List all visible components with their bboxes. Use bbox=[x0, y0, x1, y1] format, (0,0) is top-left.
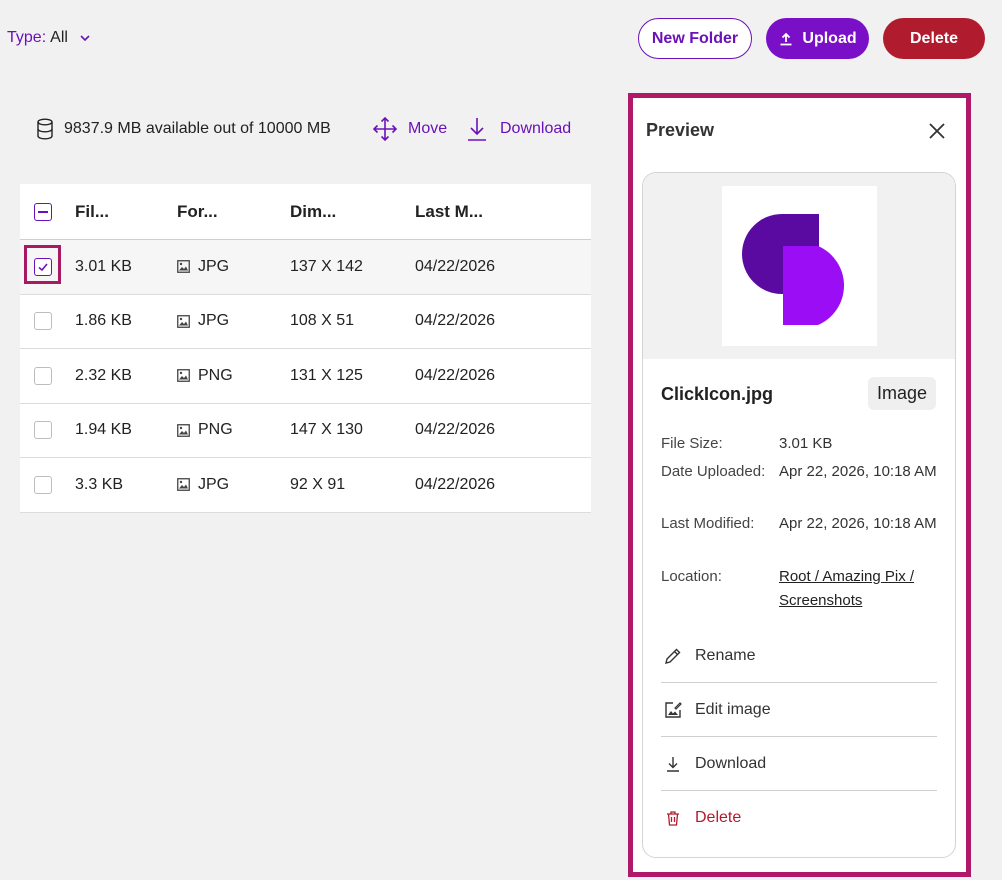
cell-format: JPG bbox=[177, 476, 229, 494]
table-row[interactable]: 1.94 KB PNG 147 X 130 04/22/2026 bbox=[20, 404, 591, 458]
table-header: Fil... For... Dim... Last M... bbox=[20, 184, 591, 240]
storage-text: 9837.9 MB available out of 10000 MB bbox=[64, 120, 331, 137]
upload-label: Upload bbox=[802, 29, 857, 47]
image-icon bbox=[177, 369, 190, 383]
check-icon bbox=[38, 263, 48, 271]
rename-label: Rename bbox=[695, 646, 756, 664]
location-label: Location: bbox=[661, 568, 722, 585]
preview-title: Preview bbox=[646, 120, 715, 140]
format-text: JPG bbox=[198, 475, 230, 493]
click-icon-image bbox=[742, 214, 845, 325]
image-icon bbox=[177, 478, 190, 492]
download-icon bbox=[468, 118, 486, 141]
format-text: PNG bbox=[198, 421, 233, 439]
cell-dimensions: 147 X 130 bbox=[290, 421, 363, 439]
move-action[interactable]: Move bbox=[372, 116, 447, 142]
move-label: Move bbox=[408, 120, 448, 137]
upload-button[interactable]: Upload bbox=[766, 18, 869, 59]
delete-label: Delete bbox=[909, 29, 959, 47]
cell-dimensions: 92 X 91 bbox=[290, 475, 346, 493]
pencil-icon bbox=[665, 648, 681, 664]
header-file-size[interactable]: Fil... bbox=[75, 201, 109, 221]
delete-button[interactable]: Delete bbox=[883, 18, 985, 59]
delete-menu-action[interactable]: Delete bbox=[661, 791, 937, 845]
cell-modified: 04/22/2026 bbox=[415, 475, 496, 493]
table-row[interactable]: 1.86 KB JPG 108 X 51 04/22/2026 bbox=[20, 295, 591, 349]
cell-format: PNG bbox=[177, 367, 233, 385]
cell-dimensions: 108 X 51 bbox=[290, 312, 355, 330]
cell-modified: 04/22/2026 bbox=[415, 257, 496, 275]
row-checkbox[interactable] bbox=[34, 421, 52, 440]
row-checkbox[interactable] bbox=[34, 312, 52, 331]
format-text: PNG bbox=[198, 366, 233, 384]
cell-size: 2.32 KB bbox=[75, 366, 132, 384]
preview-panel: Preview ClickIcon.jpg Image File Size: 3… bbox=[628, 93, 971, 877]
upload-icon bbox=[780, 32, 792, 45]
chevron-down-icon bbox=[80, 35, 90, 42]
last-modified-value: Apr 22, 2026, 10:18 AM bbox=[779, 515, 937, 532]
date-uploaded-value: Apr 22, 2026, 10:18 AM bbox=[779, 463, 937, 480]
download-action[interactable]: Download bbox=[464, 116, 571, 142]
header-dimensions[interactable]: Dim... bbox=[290, 201, 337, 221]
row-checkbox[interactable] bbox=[34, 475, 52, 494]
file-size-value: 3.01 KB bbox=[779, 435, 833, 452]
edit-image-action[interactable]: Edit image bbox=[661, 683, 937, 737]
edit-image-label: Edit image bbox=[695, 700, 771, 718]
row-checkbox[interactable] bbox=[34, 257, 52, 276]
cell-dimensions: 137 X 142 bbox=[290, 257, 363, 275]
select-all-checkbox[interactable] bbox=[34, 202, 52, 221]
format-text: JPG bbox=[198, 312, 230, 330]
cell-format: PNG bbox=[177, 421, 233, 439]
image-thumbnail bbox=[722, 186, 877, 346]
date-uploaded-label: Date Uploaded: bbox=[661, 463, 766, 480]
cell-modified: 04/22/2026 bbox=[415, 366, 496, 384]
file-size-label: File Size: bbox=[661, 435, 723, 452]
header-last-modified[interactable]: Last M... bbox=[415, 201, 484, 221]
thumbnail-area bbox=[643, 173, 955, 359]
header-format[interactable]: For... bbox=[177, 201, 218, 221]
type-filter-value: All bbox=[50, 29, 68, 46]
edit-image-icon bbox=[665, 701, 682, 718]
cell-modified: 04/22/2026 bbox=[415, 312, 496, 330]
format-text: JPG bbox=[198, 257, 230, 275]
download-menu-label: Download bbox=[695, 754, 767, 772]
location-link[interactable]: Root / Amazing Pix / Screenshots bbox=[779, 568, 915, 609]
image-icon bbox=[177, 314, 190, 328]
cell-format: JPG bbox=[177, 258, 229, 276]
last-modified-label: Last Modified: bbox=[661, 515, 755, 532]
cell-modified: 04/22/2026 bbox=[415, 421, 496, 439]
type-filter-label: Type: bbox=[7, 29, 47, 46]
preview-file-name: ClickIcon.jpg bbox=[661, 384, 774, 404]
table-row[interactable]: 2.32 KB PNG 131 X 125 04/22/2026 bbox=[20, 349, 591, 404]
new-folder-label: New Folder bbox=[651, 29, 739, 47]
row-checkbox[interactable] bbox=[34, 366, 52, 385]
download-icon bbox=[667, 756, 679, 772]
file-table: Fil... For... Dim... Last M... 3.01 KB J… bbox=[20, 184, 591, 513]
type-filter-dropdown[interactable]: Type: All bbox=[7, 29, 92, 47]
selection-highlight bbox=[24, 245, 61, 284]
image-icon bbox=[177, 423, 190, 437]
download-menu-action[interactable]: Download bbox=[661, 737, 937, 791]
file-type-tag: Image bbox=[868, 377, 937, 410]
preview-card: ClickIcon.jpg Image File Size: 3.01 KB D… bbox=[642, 172, 956, 858]
table-row[interactable]: 3.3 KB JPG 92 X 91 04/22/2026 bbox=[20, 458, 591, 513]
indeterminate-checkbox[interactable] bbox=[34, 202, 52, 221]
image-icon bbox=[177, 260, 190, 274]
cell-size: 3.3 KB bbox=[75, 475, 124, 493]
new-folder-button[interactable]: New Folder bbox=[638, 18, 752, 59]
trash-icon bbox=[667, 811, 679, 826]
cell-dimensions: 131 X 125 bbox=[290, 366, 363, 384]
database-icon bbox=[37, 118, 53, 140]
storage-info: 9837.9 MB available out of 10000 MB bbox=[36, 118, 331, 140]
rename-action[interactable]: Rename bbox=[661, 629, 937, 683]
download-label: Download bbox=[500, 120, 572, 137]
cell-size: 1.86 KB bbox=[75, 312, 132, 330]
close-icon[interactable] bbox=[926, 120, 948, 142]
cell-size: 3.01 KB bbox=[75, 257, 132, 275]
move-icon bbox=[372, 116, 398, 142]
cell-format: JPG bbox=[177, 312, 229, 330]
delete-menu-label: Delete bbox=[695, 809, 742, 826]
cell-size: 1.94 KB bbox=[75, 421, 132, 439]
table-row[interactable]: 3.01 KB JPG 137 X 142 04/22/2026 bbox=[20, 240, 591, 295]
